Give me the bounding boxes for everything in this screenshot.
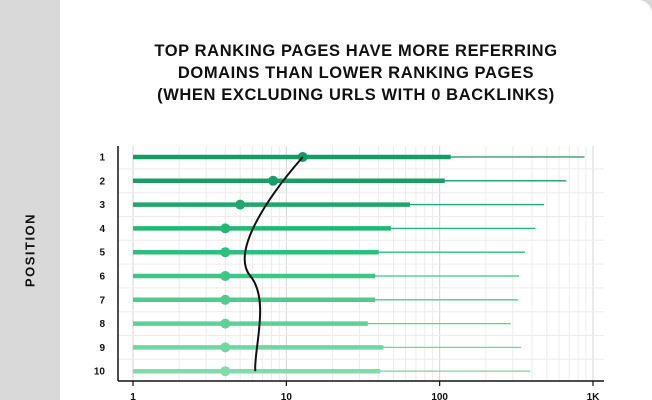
y-tick-label: 6 [99, 272, 105, 283]
y-tick-label: 7 [99, 295, 105, 306]
data-rows [133, 152, 585, 377]
chart-card [60, 0, 652, 400]
median-dot [220, 342, 231, 353]
chart-title: TOP RANKING PAGES HAVE MORE REFERRING DO… [60, 40, 652, 106]
median-dot [220, 223, 231, 234]
axes [117, 146, 604, 386]
y-tick-label: 1 [99, 153, 105, 164]
median-dot [220, 318, 231, 329]
median-dot [220, 247, 231, 258]
grid [118, 146, 604, 381]
median-dot [220, 271, 231, 281]
median-dot [235, 199, 246, 210]
x-tick-label: 10 [281, 392, 293, 400]
y-tick-label: 5 [99, 248, 105, 259]
trend-line [243, 156, 304, 372]
y-tick-label: 4 [99, 224, 105, 235]
trend-line-group [243, 156, 304, 372]
x-tick-label: 1K [587, 392, 601, 400]
median-dot [220, 294, 231, 305]
chart-title-line-2: DOMAINS THAN LOWER RANKING PAGES [177, 64, 535, 82]
y-tick-label: 3 [99, 200, 105, 211]
y-tick-label: 9 [99, 343, 105, 354]
median-dot [220, 366, 231, 377]
chart-title-line-1: TOP RANKING PAGES HAVE MORE REFERRING [154, 42, 558, 60]
y-tick-label: 8 [99, 319, 105, 330]
x-tick-label: 100 [431, 392, 448, 400]
tick-labels: 1 2 3 4 5 6 7 8 9 10 1 10 100 1K [94, 153, 600, 400]
y-tick-label: 2 [99, 176, 105, 187]
x-tick-label: 1 [130, 392, 136, 400]
median-dot [268, 175, 279, 186]
y-tick-label: 10 [94, 367, 106, 378]
chart-title-line-3: (WHEN EXCLUDING URLS WITH 0 BACKLINKS) [157, 86, 555, 104]
